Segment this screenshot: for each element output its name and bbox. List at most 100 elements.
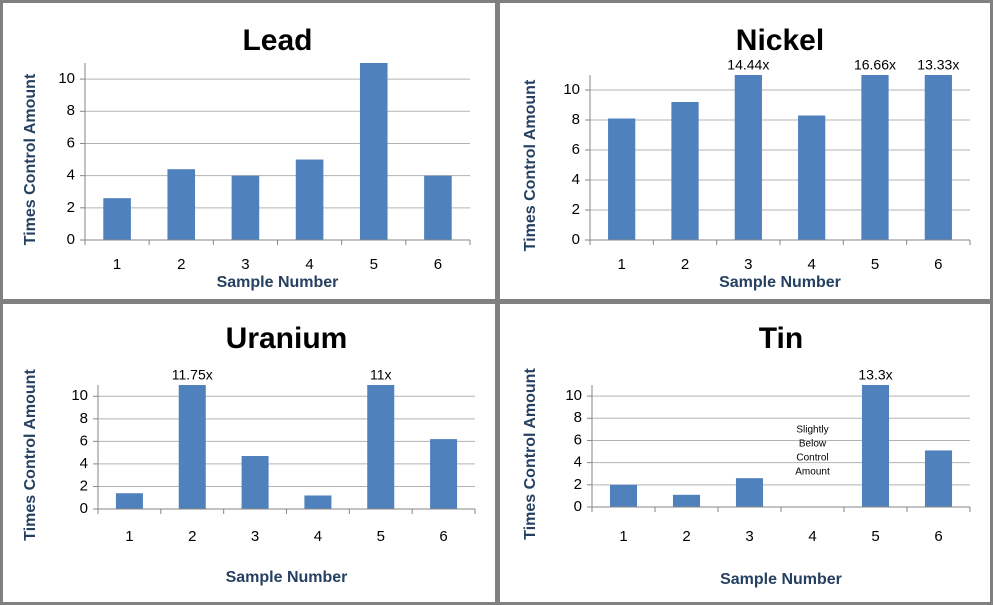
bar	[430, 439, 458, 509]
bar	[359, 63, 388, 240]
y-tick-label: 8	[572, 111, 580, 128]
value-label: 16.66x	[854, 57, 896, 73]
bar	[734, 75, 762, 241]
y-tick-label: 6	[80, 432, 88, 449]
y-tick-label: 2	[80, 477, 88, 494]
x-axis-title: Sample Number	[217, 274, 339, 291]
x-tick-label: 1	[125, 528, 133, 545]
bar	[103, 198, 131, 240]
x-tick-label: 4	[314, 528, 322, 545]
x-tick-label: 4	[305, 256, 313, 273]
x-tick-label: 1	[113, 256, 121, 273]
y-tick-label: 10	[565, 387, 582, 404]
y-tick-label: 8	[574, 409, 582, 426]
bar	[424, 175, 452, 240]
bar	[924, 450, 953, 507]
bar	[608, 118, 636, 240]
x-axis-title: Sample Number	[720, 571, 842, 588]
bar	[231, 175, 260, 240]
x-tick-label: 6	[434, 256, 442, 273]
chart-title: Nickel	[736, 24, 824, 57]
bar	[115, 493, 143, 509]
x-tick-label: 3	[745, 528, 753, 545]
chart-title: Tin	[759, 322, 803, 355]
chart-panel: Tin Sample Number Times Control Amount 0 2 4 6…	[522, 322, 971, 588]
x-tick-label: 5	[377, 528, 385, 545]
chart-panel: Uranium Sample Number Times Control Amount…	[22, 322, 476, 586]
value-label: 11x	[370, 367, 392, 383]
annotation: Below	[799, 439, 827, 450]
x-tick-label: 1	[617, 256, 625, 273]
bars	[609, 385, 953, 507]
chart-panel: Lead Sample Number Times Control Amount 0 2 4…	[22, 24, 471, 291]
value-label: 13.3x	[858, 367, 892, 383]
bar	[671, 102, 699, 240]
x-tick-label: 4	[808, 528, 816, 545]
value-label: 13.33x	[917, 57, 959, 73]
x-tick-label: 5	[871, 528, 879, 545]
y-tick-label: 0	[67, 231, 75, 248]
y-tick-label: 4	[67, 167, 75, 184]
bar	[735, 478, 764, 507]
y-tick-label: 0	[80, 500, 88, 517]
panel-border	[497, 301, 993, 605]
y-tick-label: 0	[572, 231, 580, 248]
x-tick-label: 5	[370, 256, 378, 273]
y-tick-label: 10	[58, 70, 75, 87]
x-tick-label: 2	[188, 528, 196, 545]
y-tick-label: 6	[67, 134, 75, 151]
bar	[672, 494, 701, 507]
y-tick-label: 10	[71, 387, 88, 404]
y-tick-label: 8	[67, 102, 75, 119]
bar	[167, 169, 196, 240]
bars	[103, 63, 452, 240]
y-tick-label: 4	[572, 171, 580, 188]
panel-border	[497, 0, 993, 302]
y-tick-label: 6	[574, 431, 582, 448]
panel-border	[0, 0, 498, 302]
bar	[861, 75, 889, 240]
chart-title: Uranium	[226, 322, 348, 355]
x-tick-label: 3	[251, 528, 259, 545]
bars	[115, 385, 458, 509]
annotation: Slightly	[796, 425, 828, 436]
y-axis-title: Times Control Amount	[22, 369, 39, 541]
x-tick-label: 6	[439, 528, 447, 545]
annotation: Amount	[795, 467, 830, 478]
bar	[798, 115, 826, 240]
y-tick-label: 4	[80, 455, 88, 472]
value-label: 14.44x	[727, 57, 769, 73]
y-tick-label: 2	[67, 199, 75, 216]
y-axis-title: Times Control Amount	[22, 73, 39, 245]
chart-title: Lead	[242, 24, 312, 57]
x-tick-label: 4	[807, 256, 815, 273]
x-axis-title: Sample Number	[719, 274, 841, 291]
y-tick-label: 4	[574, 454, 582, 471]
x-tick-label: 3	[241, 256, 249, 273]
bar	[609, 484, 638, 507]
y-axis-title: Times Control Amount	[522, 368, 539, 540]
y-tick-label: 10	[563, 81, 580, 98]
x-tick-label: 6	[934, 528, 942, 545]
x-tick-label: 2	[682, 528, 690, 545]
bar	[367, 385, 395, 509]
x-tick-label: 2	[681, 256, 689, 273]
bar	[178, 385, 206, 509]
bar	[241, 456, 269, 509]
panel-border	[0, 301, 498, 605]
bars	[608, 75, 952, 241]
x-tick-label: 2	[177, 256, 185, 273]
value-label: 11.75x	[172, 367, 213, 383]
bar	[861, 385, 890, 507]
bar	[924, 75, 952, 240]
x-tick-label: 5	[871, 256, 879, 273]
x-tick-label: 6	[934, 256, 942, 273]
chart-panel: Nickel Sample Number Times Control Amount 0…	[522, 24, 971, 291]
x-axis-title: Sample Number	[226, 569, 348, 586]
bar	[304, 495, 332, 509]
y-tick-label: 6	[572, 141, 580, 158]
y-axis-title: Times Control Amount	[522, 79, 539, 251]
y-tick-label: 8	[80, 410, 88, 427]
